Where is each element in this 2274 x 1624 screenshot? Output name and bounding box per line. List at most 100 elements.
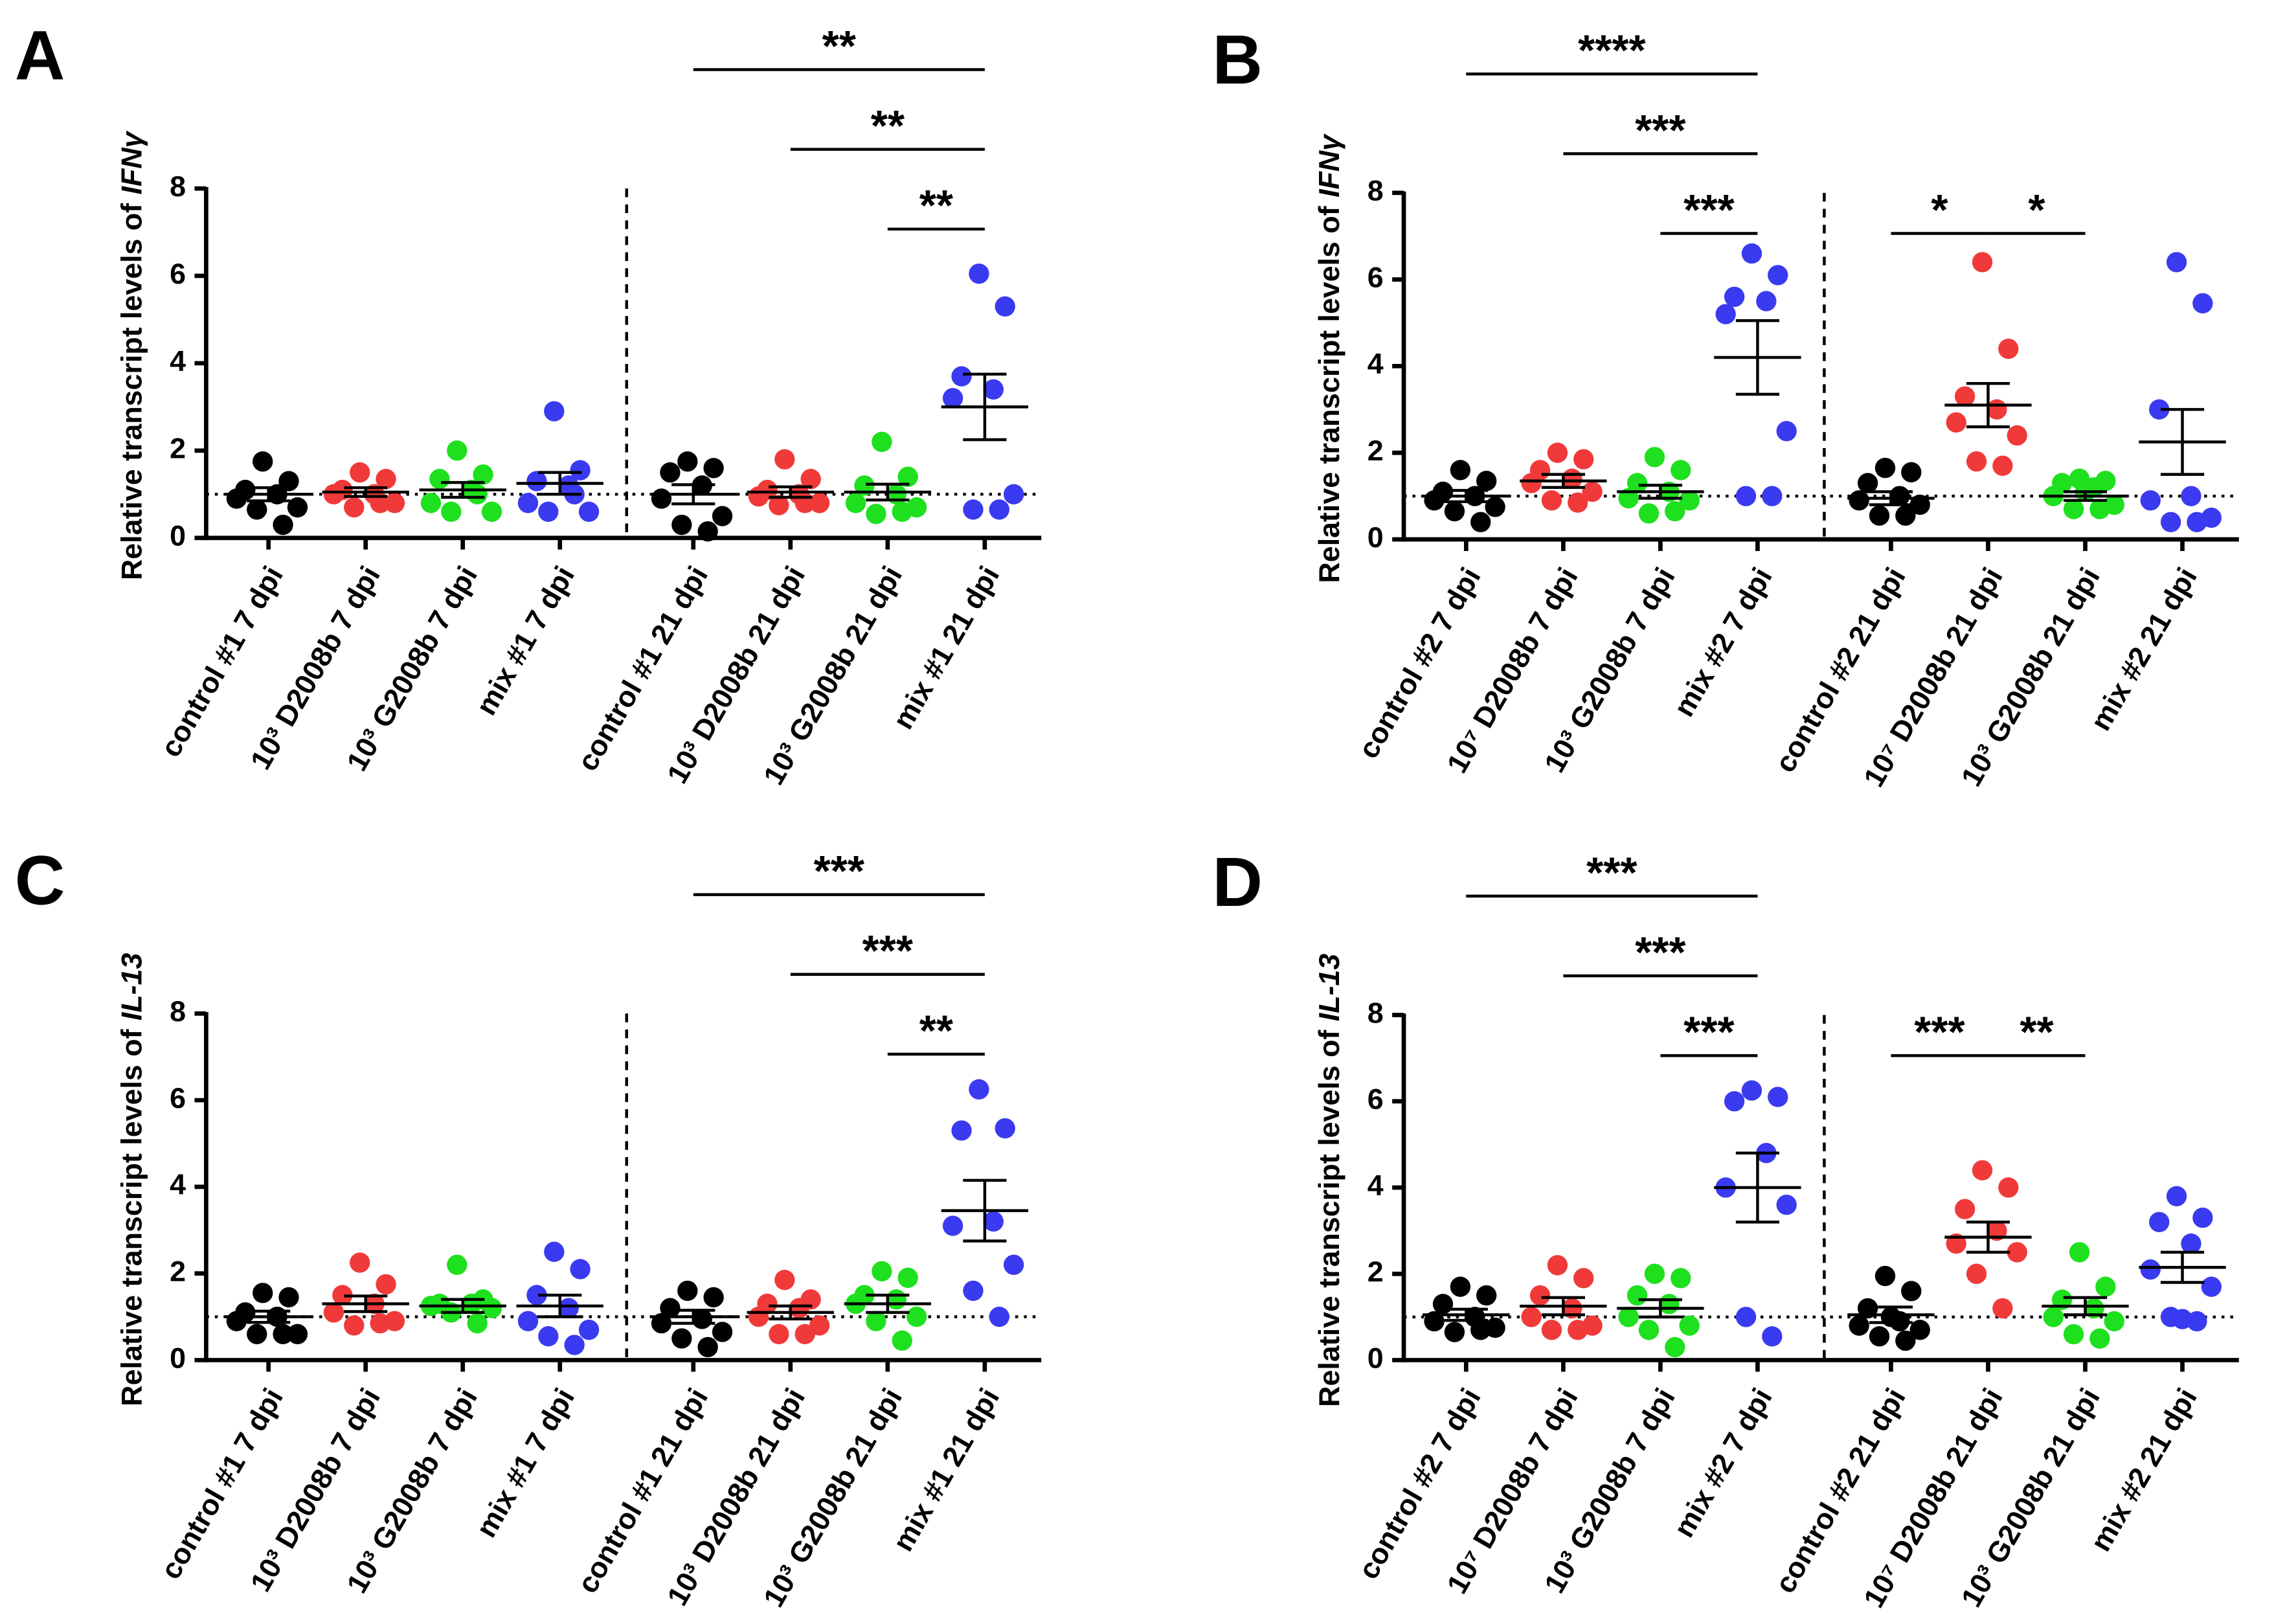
data-point [769,495,789,515]
data-point [247,499,267,520]
sem-bar [1638,1298,1682,1319]
y-axis-label-text: Relative transcript levels of [1313,1030,1345,1407]
data-point [995,296,1015,317]
data-point [1735,486,1757,506]
sem-bar [671,1309,715,1325]
data-point [570,460,591,480]
data-point [1521,473,1542,493]
data-point [789,1298,809,1318]
data-point [1946,412,1966,433]
data-point [1972,1160,1993,1181]
data-point [897,1267,918,1289]
data-point [332,1285,353,1305]
data-point [942,388,963,409]
data-point [671,1328,692,1349]
y-axis-label-text: Relative transcript levels of [115,1029,148,1406]
data-point [1715,304,1736,324]
data-point [350,1252,370,1273]
significance-label: *** [862,927,914,975]
data-point [969,263,989,284]
data-point [467,1313,488,1334]
data-point [376,1274,396,1295]
data-point [1444,501,1465,522]
data-point [774,449,795,470]
data-point [692,1309,712,1329]
data-point [287,1324,308,1344]
data-point [2140,490,2161,511]
data-point [1665,1336,1685,1358]
sem-bar [769,1304,813,1321]
data-point [2149,1212,2170,1232]
y-axis-label: Relative transcript levels of IFNγ [115,130,148,580]
y-axis-label: Relative transcript levels of IL-13 [1313,954,1345,1407]
data-point [1618,1307,1639,1327]
data-point [517,1311,539,1331]
data-point [886,1289,906,1310]
data-point [253,451,273,472]
y-tick-label: 8 [170,995,186,1028]
data-point [287,497,308,518]
sem-bar [344,1294,388,1313]
data-point [1992,1298,2013,1319]
data-point [712,1322,733,1342]
sem-bar [2063,490,2108,502]
y-axis-label-gene: IFNγ [115,130,148,194]
data-point [697,1336,718,1358]
y-axis-label-text: Relative transcript levels of [115,203,148,580]
data-point [1671,460,1691,480]
sem-bar [538,1293,582,1318]
data-point [963,499,984,520]
y-tick-label: 4 [1368,348,1384,380]
significance-label: ** [822,22,857,71]
data-point [2095,1276,2116,1297]
x-tick-label: mix #2 21 dpi [2084,562,2203,736]
sem-bar [1966,1221,2010,1254]
panel-label: B [1212,21,1263,98]
data-point [1901,462,1922,482]
data-point [1768,265,1788,286]
data-point [2166,252,2187,273]
x-tick-label: mix #1 7 dpi [470,561,581,721]
y-tick-label: 8 [1368,175,1384,207]
data-point [2069,1242,2090,1263]
data-point [2192,1207,2213,1228]
y-tick-label: 8 [170,170,186,203]
data-point [1521,1307,1542,1327]
data-point [1954,1199,1976,1219]
data-point [1529,1285,1551,1306]
data-point [703,458,724,479]
data-point [1659,1294,1680,1314]
data-point [1874,457,1896,479]
data-point [278,471,299,491]
data-point [370,493,390,513]
sem-bar [2160,408,2205,476]
data-point [517,493,539,513]
data-point [461,1293,482,1314]
sem-bar [2063,1296,2108,1316]
y-tick-label: 6 [1368,261,1384,293]
x-tick-label: mix #2 7 dpi [1667,562,1778,722]
data-point [1735,1307,1757,1327]
data-point [1627,1285,1648,1306]
data-point [350,462,370,483]
data-point [1992,455,2013,476]
data-point [703,1287,724,1308]
significance-label: ** [919,1006,954,1055]
data-point [1679,1315,1700,1336]
data-point [1432,1294,1454,1314]
data-point [578,1319,600,1340]
data-point [1869,1326,1890,1347]
data-point [1869,505,1890,526]
data-point [1998,338,2019,359]
data-point [1547,1255,1568,1276]
data-point [1776,1194,1797,1215]
data-point [1724,286,1745,308]
data-point [253,1283,273,1303]
data-point [1671,1268,1691,1289]
data-point [526,471,547,491]
data-point [1573,1268,1594,1289]
data-point [1573,449,1594,469]
data-point [942,1215,963,1236]
data-point [273,514,293,536]
